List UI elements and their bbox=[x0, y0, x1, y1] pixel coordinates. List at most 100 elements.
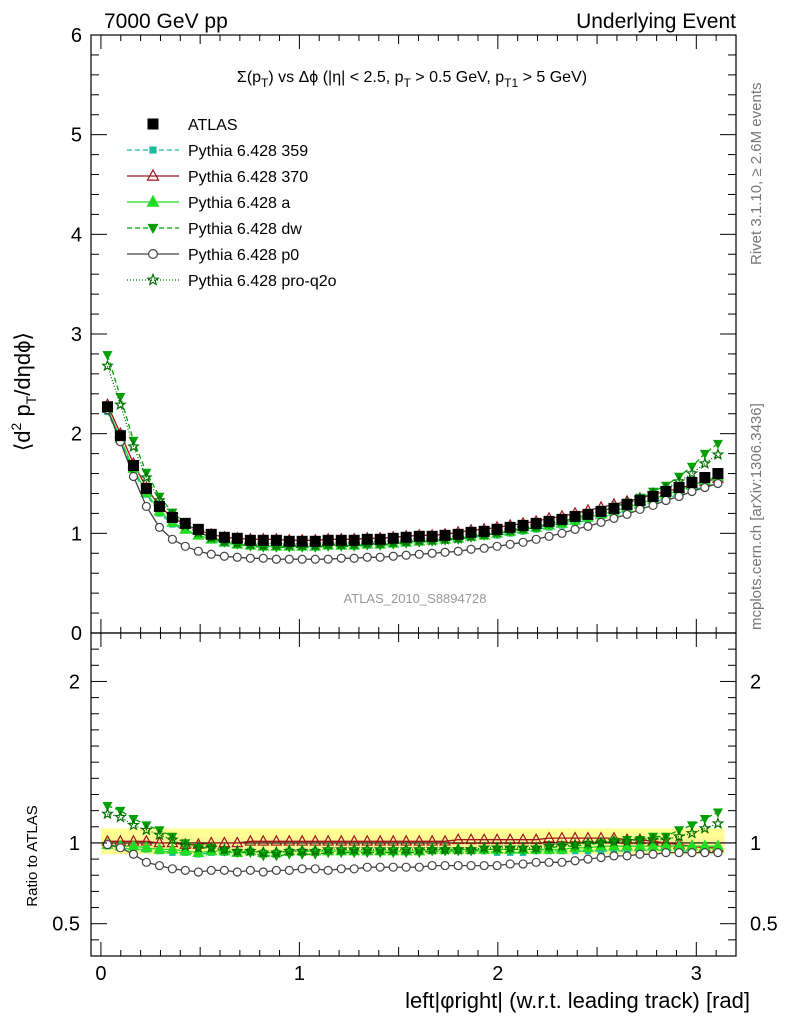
data-point-atlas bbox=[153, 500, 165, 512]
data-point-pythia-6-428-p0 bbox=[245, 553, 255, 563]
ratio-point-pythia-6-428-pro-q2o bbox=[698, 821, 712, 834]
ratio-point-pythia-6-428-pro-q2o bbox=[490, 841, 504, 854]
ratio-point-pythia-6-428-p0 bbox=[648, 849, 658, 859]
ratio-point-pythia-6-428-p0 bbox=[232, 867, 242, 877]
ratio-point-pythia-6-428-pro-q2o bbox=[269, 845, 283, 859]
data-point-atlas bbox=[387, 532, 399, 544]
data-point-pythia-6-428-pro-q2o bbox=[685, 466, 699, 480]
plot-title: Σ(pT) vs Δϕ (|η| < 2.5, pT > 0.5 GeV, pT… bbox=[237, 69, 587, 90]
data-point-atlas bbox=[504, 521, 516, 533]
ratio-point-pythia-6-428-p0 bbox=[687, 848, 697, 858]
data-point-pythia-6-428-pro-q2o bbox=[698, 456, 712, 469]
ratio-point-pythia-6-428-p0 bbox=[219, 865, 229, 876]
data-point-atlas bbox=[478, 525, 490, 537]
ratio-point-pythia-6-428-p0 bbox=[505, 859, 515, 869]
data-point-atlas bbox=[543, 515, 555, 527]
ratio-point-pythia-6-428-a bbox=[153, 842, 166, 854]
data-point-pythia-6-428-p0 bbox=[687, 486, 697, 497]
ratio-point-pythia-6-428-p0 bbox=[206, 865, 216, 876]
y-tick-label: 0 bbox=[71, 623, 82, 645]
data-point-atlas bbox=[413, 530, 425, 542]
ratio-point-pythia-6-428-p0 bbox=[258, 867, 268, 877]
ratio-point-pythia-6-428-dw bbox=[180, 839, 191, 849]
ratio-point-pythia-6-428-p0 bbox=[622, 851, 632, 861]
data-point-pythia-6-428-p0 bbox=[635, 504, 645, 515]
legend-label-pythia-6-428-dw: Pythia 6.428 dw bbox=[188, 221, 302, 238]
x-axis-label: left|φright| (w.r.t. leading track) [rad… bbox=[405, 988, 750, 1013]
ratio-point-pythia-6-428-pro-q2o bbox=[334, 842, 348, 855]
data-point-atlas bbox=[218, 531, 230, 543]
ratio-point-pythia-6-428-a bbox=[140, 841, 153, 853]
data-point-pythia-6-428-p0 bbox=[596, 517, 606, 527]
ratio-point-pythia-6-428-370 bbox=[270, 834, 283, 846]
ratio-point-pythia-6-428-p0 bbox=[609, 851, 619, 861]
ratio-point-pythia-6-428-pro-q2o bbox=[101, 807, 114, 820]
ratio-point-pythia-6-428-dw bbox=[699, 814, 710, 825]
data-point-pythia-6-428-p0 bbox=[466, 544, 476, 554]
data-point-atlas bbox=[712, 468, 724, 480]
y-tick-label: 4 bbox=[71, 224, 82, 246]
ratio-point-pythia-6-428-p0 bbox=[713, 848, 723, 858]
data-point-atlas bbox=[244, 534, 256, 546]
data-point-pythia-6-428-pro-q2o bbox=[711, 447, 725, 460]
ratio-point-pythia-6-428-p0 bbox=[375, 862, 385, 872]
legend-label-pythia-6-428-370: Pythia 6.428 370 bbox=[188, 169, 308, 186]
ratio-point-pythia-6-428-pro-q2o bbox=[204, 841, 218, 854]
data-point-atlas bbox=[257, 534, 269, 546]
ratio-point-pythia-6-428-pro-q2o bbox=[685, 826, 699, 839]
ratio-point-pythia-6-428-dw bbox=[712, 808, 723, 818]
ratio-point-pythia-6-428-pro-q2o bbox=[191, 841, 205, 854]
ratio-point-pythia-6-428-dw bbox=[102, 802, 113, 812]
ratio-point-pythia-6-428-pro-q2o bbox=[581, 836, 595, 849]
ratio-point-pythia-6-428-pro-q2o bbox=[646, 833, 660, 846]
data-point-pythia-6-428-dw bbox=[699, 449, 710, 460]
data-point-atlas bbox=[439, 529, 451, 541]
ratio-point-pythia-6-428-p0 bbox=[596, 852, 606, 863]
ratio-point-pythia-6-428-pro-q2o bbox=[295, 844, 309, 857]
legend-marker-pythia-6-428-dw bbox=[147, 223, 159, 235]
data-point-pythia-6-428-p0 bbox=[336, 553, 346, 563]
ratio-point-pythia-6-428-p0 bbox=[674, 848, 684, 858]
ratio-point-pythia-6-428-p0 bbox=[570, 856, 580, 866]
data-point-atlas bbox=[452, 528, 464, 540]
ratio-point-pythia-6-428-pro-q2o bbox=[360, 842, 374, 855]
data-point-pythia-6-428-p0 bbox=[674, 491, 684, 502]
data-point-pythia-6-428-p0 bbox=[167, 534, 177, 544]
legend-marker-pythia-6-428-359 bbox=[149, 146, 157, 154]
data-point-pythia-6-428-p0 bbox=[206, 549, 216, 559]
ratio-point-pythia-6-428-p0 bbox=[479, 860, 489, 871]
ratio-point-pythia-6-428-p0 bbox=[661, 848, 671, 858]
ratio-point-pythia-6-428-pro-q2o bbox=[178, 839, 192, 852]
data-point-atlas bbox=[556, 513, 568, 525]
ratio-point-pythia-6-428-p0 bbox=[401, 862, 411, 872]
data-point-pythia-6-428-p0 bbox=[375, 552, 385, 562]
data-point-atlas bbox=[647, 490, 659, 502]
data-point-pythia-6-428-p0 bbox=[492, 541, 502, 551]
ratio-point-pythia-6-428-pro-q2o bbox=[607, 834, 621, 847]
data-point-atlas bbox=[517, 519, 529, 531]
ratio-tick-label-right: 0.5 bbox=[750, 914, 778, 936]
ratio-point-pythia-6-428-a bbox=[166, 842, 179, 854]
data-point-pythia-6-428-p0 bbox=[401, 550, 411, 560]
data-point-pythia-6-428-p0 bbox=[427, 548, 437, 558]
ratio-point-pythia-6-428-p0 bbox=[700, 848, 710, 858]
data-point-pythia-6-428-p0 bbox=[557, 528, 567, 538]
data-point-pythia-6-428-p0 bbox=[505, 539, 515, 549]
ratio-point-pythia-6-428-pro-q2o bbox=[568, 837, 582, 850]
ratio-point-pythia-6-428-pro-q2o bbox=[282, 844, 296, 857]
data-point-pythia-6-428-pro-q2o bbox=[139, 470, 153, 484]
ratio-point-pythia-6-428-p0 bbox=[128, 849, 139, 859]
legend-marker-pythia-6-428-370 bbox=[146, 168, 160, 181]
x-tick-label: 1 bbox=[294, 963, 305, 985]
y-tick-label: 3 bbox=[71, 324, 82, 346]
ratio-point-pythia-6-428-pro-q2o bbox=[633, 833, 647, 846]
data-point-pythia-6-428-p0 bbox=[544, 531, 554, 541]
data-point-pythia-6-428-p0 bbox=[219, 551, 229, 561]
ratio-point-pythia-6-428-359 bbox=[597, 847, 605, 855]
data-point-pythia-6-428-p0 bbox=[154, 522, 165, 532]
data-point-atlas bbox=[491, 523, 503, 535]
header-right: Underlying Event bbox=[576, 10, 736, 33]
ratio-point-pythia-6-428-p0 bbox=[518, 859, 528, 869]
ratio-point-pythia-6-428-pro-q2o bbox=[672, 829, 686, 842]
